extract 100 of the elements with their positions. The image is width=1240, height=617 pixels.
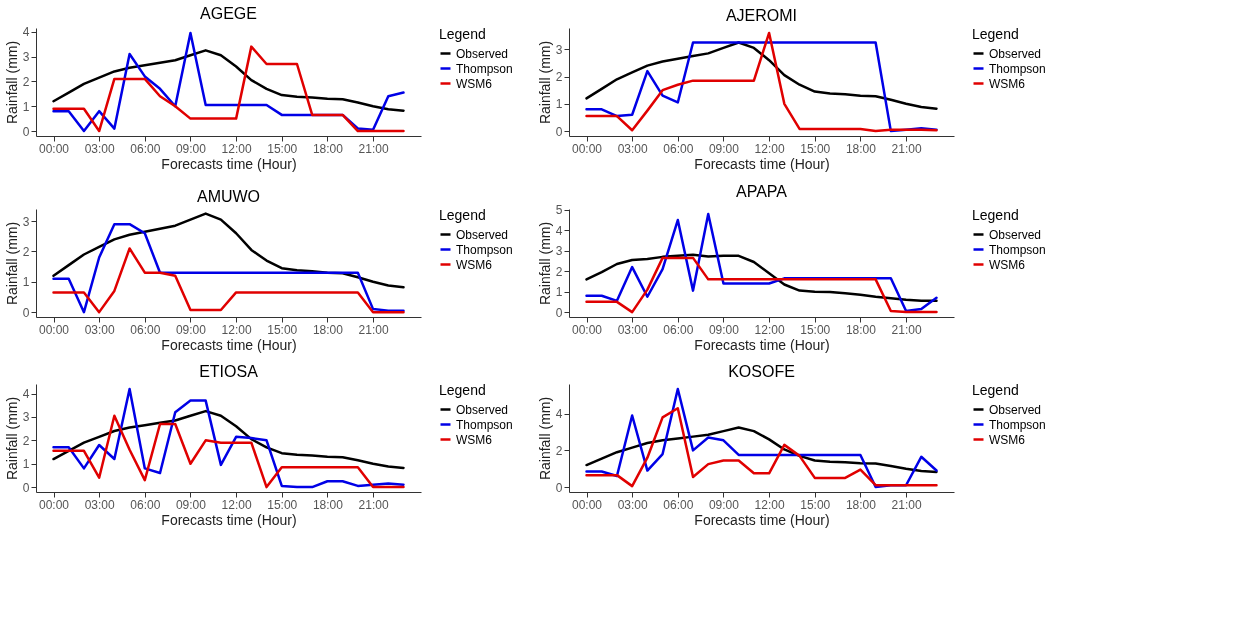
legend-label: WSM6: [456, 76, 493, 91]
x-tick-label: 12:00: [754, 497, 785, 512]
y-axis-title: Rainfall (mm): [3, 396, 20, 481]
y-tick-label: 3: [22, 50, 30, 65]
legend-title: Legend: [972, 26, 1019, 42]
x-tick-label: 21:00: [358, 141, 389, 156]
x-tick-label: 15:00: [267, 322, 298, 337]
y-tick-label: 3: [22, 410, 30, 425]
y-tick-label: 3: [555, 42, 563, 57]
x-tick-label: 21:00: [358, 322, 389, 337]
legend-label: WSM6: [989, 432, 1026, 447]
y-tick-label: 2: [555, 443, 563, 458]
chart-title: KOSOFE: [728, 363, 795, 380]
legend-title: Legend: [972, 382, 1019, 398]
x-tick-label: 09:00: [708, 141, 740, 156]
legend-label: Thompson: [456, 242, 513, 257]
legend-title: Legend: [439, 207, 486, 223]
x-tick-label: 18:00: [312, 497, 344, 512]
y-tick-label: 2: [22, 433, 30, 448]
x-tick-label: 12:00: [754, 322, 785, 337]
y-tick-label: 0: [22, 480, 30, 495]
x-tick-label: 18:00: [845, 322, 877, 337]
y-tick-label: 0: [22, 124, 30, 139]
y-tick-label: 2: [22, 244, 30, 259]
x-tick-label: 09:00: [175, 141, 207, 156]
y-tick-label: 4: [555, 407, 563, 422]
x-tick-label: 15:00: [800, 322, 831, 337]
x-tick-label: 03:00: [617, 497, 648, 512]
legend-label: WSM6: [989, 76, 1026, 91]
y-tick-label: 4: [22, 25, 30, 40]
line-series: [585, 387, 938, 489]
legend-label: Observed: [456, 46, 509, 61]
x-tick-label: 21:00: [891, 322, 922, 337]
legend-label: Observed: [989, 402, 1042, 417]
x-tick-label: 12:00: [221, 497, 252, 512]
x-tick-label: 06:00: [663, 497, 694, 512]
y-tick-label: 0: [555, 480, 563, 495]
legend-label: WSM6: [456, 257, 493, 272]
legend-label: Thompson: [456, 61, 513, 76]
line-series: [52, 414, 405, 489]
legend-label: WSM6: [456, 432, 493, 447]
y-tick-label: 3: [555, 244, 563, 259]
x-tick-label: 06:00: [130, 141, 161, 156]
x-tick-label: 06:00: [663, 322, 694, 337]
x-tick-label: 15:00: [267, 497, 298, 512]
x-tick-label: 00:00: [38, 497, 70, 512]
x-tick-label: 03:00: [84, 497, 115, 512]
x-tick-label: 09:00: [708, 322, 740, 337]
x-tick-label: 09:00: [175, 497, 207, 512]
y-axis-title: Rainfall (mm): [3, 40, 20, 125]
y-tick-label: 4: [555, 223, 563, 238]
line-series: [585, 256, 938, 314]
x-tick-label: 09:00: [708, 497, 740, 512]
line-series: [52, 247, 405, 314]
x-axis-title: Forecasts time (Hour): [694, 336, 830, 353]
y-axis-title: Rainfall (mm): [3, 221, 20, 306]
x-tick-label: 15:00: [800, 141, 831, 156]
line-series: [52, 387, 405, 489]
legend-label: WSM6: [989, 257, 1026, 272]
legend-title: Legend: [972, 207, 1019, 223]
y-axis-title: Rainfall (mm): [536, 221, 553, 306]
x-tick-label: 12:00: [221, 141, 252, 156]
x-tick-label: 03:00: [617, 322, 648, 337]
x-tick-label: 18:00: [312, 141, 344, 156]
x-tick-label: 15:00: [800, 497, 831, 512]
x-tick-label: 00:00: [38, 322, 70, 337]
x-axis-title: Forecasts time (Hour): [694, 511, 830, 528]
y-tick-label: 0: [555, 124, 563, 139]
x-tick-label: 15:00: [267, 141, 298, 156]
y-tick-label: 0: [555, 305, 563, 320]
legend-label: Thompson: [456, 417, 513, 432]
legend-label: Observed: [989, 46, 1042, 61]
legend-label: Thompson: [989, 61, 1046, 76]
y-tick-label: 1: [22, 457, 30, 472]
chart-title: ETIOSA: [199, 363, 259, 380]
x-tick-label: 21:00: [358, 497, 389, 512]
chart-title: AJEROMI: [725, 7, 798, 24]
line-series: [52, 222, 405, 314]
x-tick-label: 00:00: [38, 141, 70, 156]
x-tick-label: 18:00: [845, 497, 877, 512]
y-tick-label: 1: [22, 99, 30, 114]
y-tick-label: 5: [555, 203, 563, 218]
line-series: [52, 409, 405, 470]
x-tick-label: 18:00: [312, 322, 344, 337]
legend-label: Observed: [989, 227, 1042, 242]
chart-title: APAPA: [736, 182, 788, 200]
y-tick-label: 2: [22, 74, 30, 89]
x-tick-label: 12:00: [754, 141, 785, 156]
legend-title: Legend: [439, 26, 486, 42]
line-series: [585, 41, 938, 110]
x-tick-label: 06:00: [130, 322, 161, 337]
y-tick-label: 4: [22, 387, 30, 402]
x-tick-label: 21:00: [891, 141, 922, 156]
x-tick-label: 06:00: [663, 141, 694, 156]
y-tick-label: 2: [555, 70, 563, 85]
line-series: [585, 426, 938, 474]
y-tick-label: 1: [22, 275, 30, 290]
x-tick-label: 00:00: [571, 322, 603, 337]
x-tick-label: 18:00: [845, 141, 877, 156]
x-axis-title: Forecasts time (Hour): [161, 511, 297, 528]
